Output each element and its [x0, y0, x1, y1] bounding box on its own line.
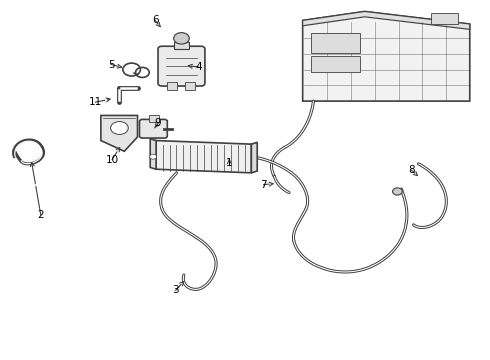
- Bar: [167, 82, 176, 90]
- Text: 4: 4: [196, 62, 202, 72]
- Bar: [311, 56, 360, 72]
- Polygon shape: [303, 12, 470, 101]
- FancyBboxPatch shape: [140, 120, 167, 138]
- Polygon shape: [303, 12, 470, 30]
- Polygon shape: [101, 116, 138, 151]
- Text: 10: 10: [105, 154, 119, 165]
- Bar: [185, 82, 195, 90]
- Bar: [431, 13, 458, 24]
- Text: 5: 5: [108, 59, 115, 69]
- Bar: [311, 33, 360, 53]
- Text: 7: 7: [260, 180, 267, 190]
- Polygon shape: [156, 140, 251, 173]
- Circle shape: [392, 188, 402, 195]
- Text: 2: 2: [37, 210, 44, 220]
- Text: 1: 1: [226, 158, 233, 168]
- Circle shape: [173, 33, 189, 44]
- Text: 6: 6: [152, 15, 158, 26]
- Text: 9: 9: [155, 118, 161, 128]
- Text: 8: 8: [408, 165, 415, 175]
- Bar: [174, 42, 189, 49]
- Polygon shape: [150, 139, 156, 169]
- Polygon shape: [251, 142, 257, 173]
- Circle shape: [150, 154, 157, 159]
- Text: 3: 3: [172, 285, 179, 296]
- Circle shape: [111, 122, 128, 134]
- FancyBboxPatch shape: [158, 46, 205, 86]
- Bar: [149, 115, 159, 122]
- Text: 11: 11: [89, 97, 102, 107]
